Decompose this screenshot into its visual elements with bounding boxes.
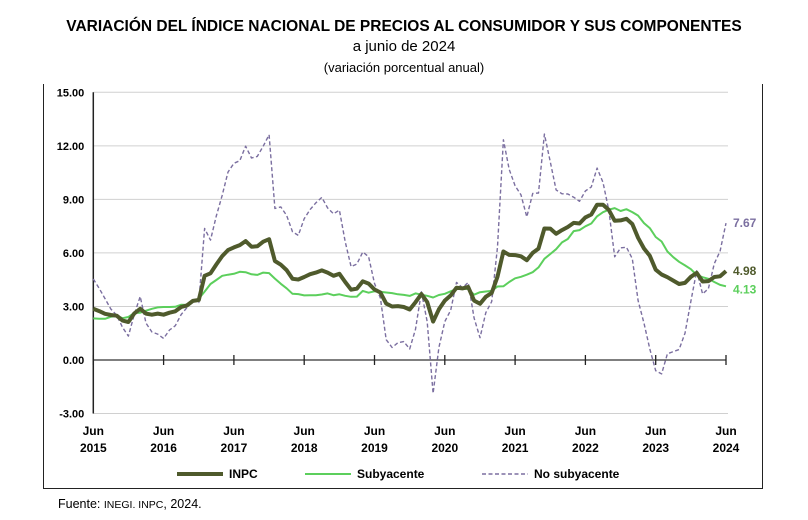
y-tick-label: 6.00	[63, 248, 84, 260]
x-tick-label-year: 2022	[572, 441, 599, 455]
x-tick-label-year: 2018	[291, 441, 318, 455]
end-value-label: 4.13	[733, 282, 757, 296]
y-tick-label: 9.00	[63, 194, 84, 206]
chart-subtitle-units: (variación porcentual anual)	[323, 60, 485, 75]
end-value-label: 4.98	[733, 264, 757, 278]
chart-subtitle: a junio de 2024	[352, 38, 456, 55]
series-line-no-subyacente	[92, 133, 727, 395]
series-line-inpc	[92, 202, 728, 324]
x-tick-label-month: Jun	[153, 424, 174, 438]
source-org: INEGI. INPC	[103, 499, 164, 511]
x-tick-label-year: 2019	[361, 441, 388, 455]
x-tick-label-month: Jun	[364, 424, 385, 438]
legend-label: No subyacente	[534, 467, 620, 481]
y-tick-label: -3.00	[59, 409, 84, 421]
source-suffix: , 2024.	[163, 497, 202, 511]
x-tick-label-year: 2020	[431, 441, 458, 455]
x-tick-label-month: Jun	[294, 424, 315, 438]
y-tick-label: 15.00	[57, 87, 85, 99]
chart-title: VARIACIÓN DEL ÍNDICE NACIONAL DE PRECIOS…	[66, 18, 742, 35]
end-value-label: 7.67	[733, 216, 757, 230]
x-tick-label-month: Jun	[223, 424, 244, 438]
x-tick-label-month: Jun	[434, 424, 455, 438]
y-tick-label: 3.00	[63, 301, 84, 313]
x-tick-label-month: Jun	[83, 424, 104, 438]
x-tick-label-year: 2023	[642, 441, 669, 455]
x-tick-label-year: 2024	[713, 441, 740, 455]
source-prefix: Fuente:	[58, 497, 104, 511]
legend-label: Subyacente	[357, 467, 425, 481]
x-tick-label-month: Jun	[645, 424, 666, 438]
x-tick-label-month: Jun	[575, 424, 596, 438]
legend-label: INPC	[229, 467, 258, 481]
x-tick-label-year: 2017	[221, 441, 248, 455]
chart-frame	[43, 84, 763, 489]
source-note: Fuente: INEGI. INPC, 2024.	[58, 497, 202, 511]
x-tick-label-year: 2016	[150, 441, 177, 455]
x-tick-label-year: 2021	[502, 441, 529, 455]
x-tick-label-month: Jun	[504, 424, 525, 438]
x-tick-label-year: 2015	[80, 441, 107, 455]
x-tick-label-month: Jun	[715, 424, 736, 438]
y-tick-label: 12.00	[57, 141, 85, 153]
y-tick-label: 0.00	[63, 355, 84, 367]
